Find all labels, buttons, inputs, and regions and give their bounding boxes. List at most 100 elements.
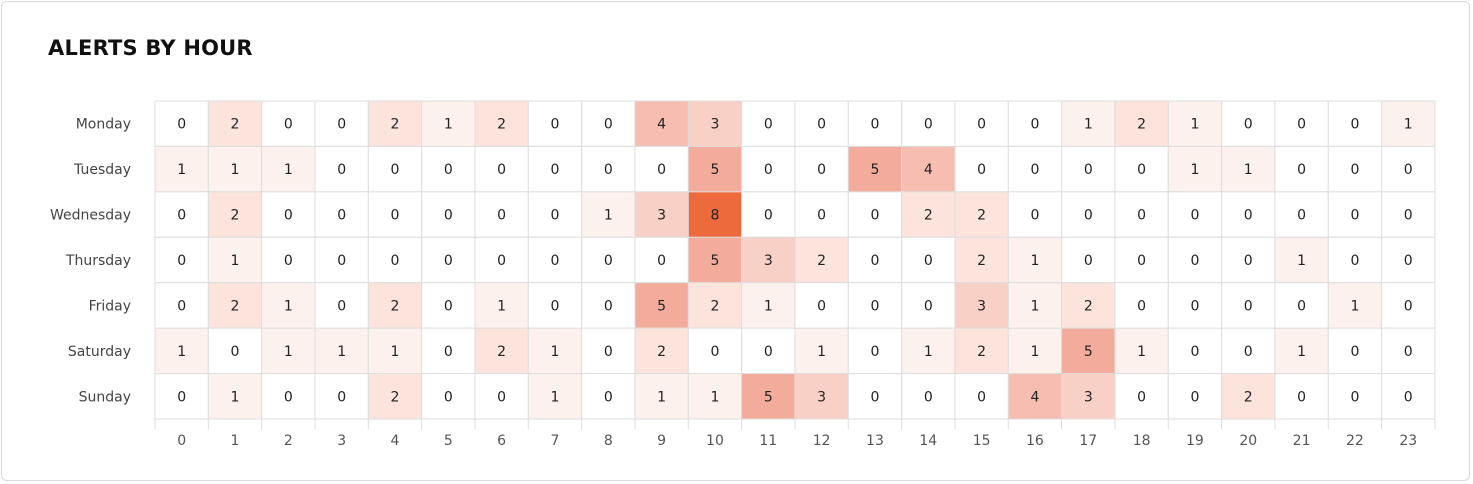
heatmap-cell [1381, 373, 1436, 420]
cell-value-label: 1 [1297, 253, 1306, 269]
cell-value-label: 1 [284, 162, 293, 178]
cell-value-label: 0 [1084, 208, 1093, 224]
heatmap-cell [794, 145, 849, 193]
heatmap-cell [1061, 236, 1116, 284]
heatmap-cell [794, 100, 849, 147]
heatmap-cell [261, 236, 316, 284]
cell-value-label: 2 [391, 298, 400, 314]
heatmap-cell [1274, 327, 1329, 375]
cell-value-label: 0 [177, 389, 186, 405]
heatmap-cell [421, 236, 476, 284]
cell-value-label: 1 [1350, 298, 1359, 314]
cell-value-label: 3 [764, 253, 773, 269]
heatmap-cell [954, 236, 1009, 284]
cell-value-label: 0 [444, 344, 453, 360]
heatmap-cell [154, 145, 209, 193]
column-label: 13 [866, 433, 884, 449]
cell-value-label: 0 [764, 117, 773, 133]
cell-value-label: 0 [817, 162, 826, 178]
heatmap-cell [1221, 373, 1276, 420]
column-label: 5 [444, 433, 453, 449]
heatmap-cell [314, 373, 369, 420]
heatmap-cell [1007, 100, 1063, 147]
column-label: 9 [657, 433, 666, 449]
cell-value-label: 5 [764, 389, 773, 405]
cell-value-label: 0 [1404, 298, 1413, 314]
cell-value-label: 0 [284, 389, 293, 405]
heatmap-cell [261, 282, 316, 329]
cell-value-label: 2 [817, 253, 826, 269]
heatmap-cell [1327, 327, 1383, 375]
cell-value-label: 1 [177, 162, 186, 178]
cell-value-label: 0 [1030, 208, 1039, 224]
cell-value-label: 1 [1030, 253, 1039, 269]
cell-value-label: 1 [1190, 162, 1199, 178]
row-label: Friday [89, 298, 131, 314]
cell-value-label: 2 [231, 117, 240, 133]
heatmap-cell [741, 327, 796, 375]
column-label: 6 [497, 433, 506, 449]
column-label: 11 [759, 433, 777, 449]
heatmap-cell [1007, 236, 1063, 284]
cell-value-label: 1 [231, 162, 240, 178]
cell-value-label: 1 [231, 389, 240, 405]
heatmap-cell [794, 191, 849, 238]
cell-value-label: 2 [1137, 117, 1146, 133]
column-label: 3 [337, 433, 346, 449]
cell-value-label: 0 [1137, 253, 1146, 269]
cell-value-label: 1 [231, 253, 240, 269]
heatmap-cell [687, 100, 743, 147]
cell-value-label: 2 [657, 344, 666, 360]
heatmap-cell [1327, 191, 1383, 238]
cell-value-label: 0 [177, 253, 186, 269]
chart-title: ALERTS BY HOUR [48, 36, 253, 60]
column-label: 23 [1399, 433, 1417, 449]
cell-value-label: 0 [764, 208, 773, 224]
heatmap-cell [634, 282, 689, 329]
heatmap-cell [154, 100, 209, 147]
cell-value-label: 1 [924, 344, 933, 360]
cell-value-label: 0 [977, 117, 986, 133]
heatmap-cell [314, 145, 369, 193]
heatmap-cell [687, 373, 743, 420]
cell-value-label: 0 [337, 389, 346, 405]
cell-value-label: 4 [657, 117, 666, 133]
row-label: Tuesday [73, 162, 131, 178]
cell-value-label: 0 [764, 344, 773, 360]
heatmap-cell [474, 282, 529, 329]
cell-value-label: 0 [1190, 298, 1199, 314]
heatmap-cell [367, 236, 423, 284]
heatmap-cell [474, 236, 529, 284]
cell-value-label: 0 [551, 162, 560, 178]
column-label: 7 [551, 433, 560, 449]
cell-value-label: 0 [551, 298, 560, 314]
cell-value-label: 0 [1030, 162, 1039, 178]
heatmap-cell [741, 236, 796, 284]
cell-value-label: 1 [1030, 298, 1039, 314]
heatmap-cell [1114, 236, 1169, 284]
cell-value-label: 1 [1190, 117, 1199, 133]
cell-value-label: 0 [1190, 253, 1199, 269]
heatmap-cell [527, 236, 583, 284]
column-label: 17 [1079, 433, 1097, 449]
heatmap-cell [581, 100, 636, 147]
cell-value-label: 0 [1404, 162, 1413, 178]
cell-value-label: 0 [1030, 117, 1039, 133]
heatmap-cell [954, 282, 1009, 329]
column-label: 2 [284, 433, 293, 449]
heatmap-cell [1221, 145, 1276, 193]
cell-value-label: 0 [1404, 253, 1413, 269]
cell-value-label: 0 [1190, 208, 1199, 224]
heatmap-cell [954, 100, 1009, 147]
cell-value-label: 2 [391, 389, 400, 405]
column-label: 14 [919, 433, 937, 449]
cell-value-label: 0 [1084, 253, 1093, 269]
heatmap-cell [314, 327, 369, 375]
heatmap-cell [954, 191, 1009, 238]
cell-value-label: 0 [870, 344, 879, 360]
cell-value-label: 0 [1137, 162, 1146, 178]
heatmap-cell [367, 327, 423, 375]
heatmap-cell [1167, 100, 1223, 147]
heatmap-cell [1061, 373, 1116, 420]
